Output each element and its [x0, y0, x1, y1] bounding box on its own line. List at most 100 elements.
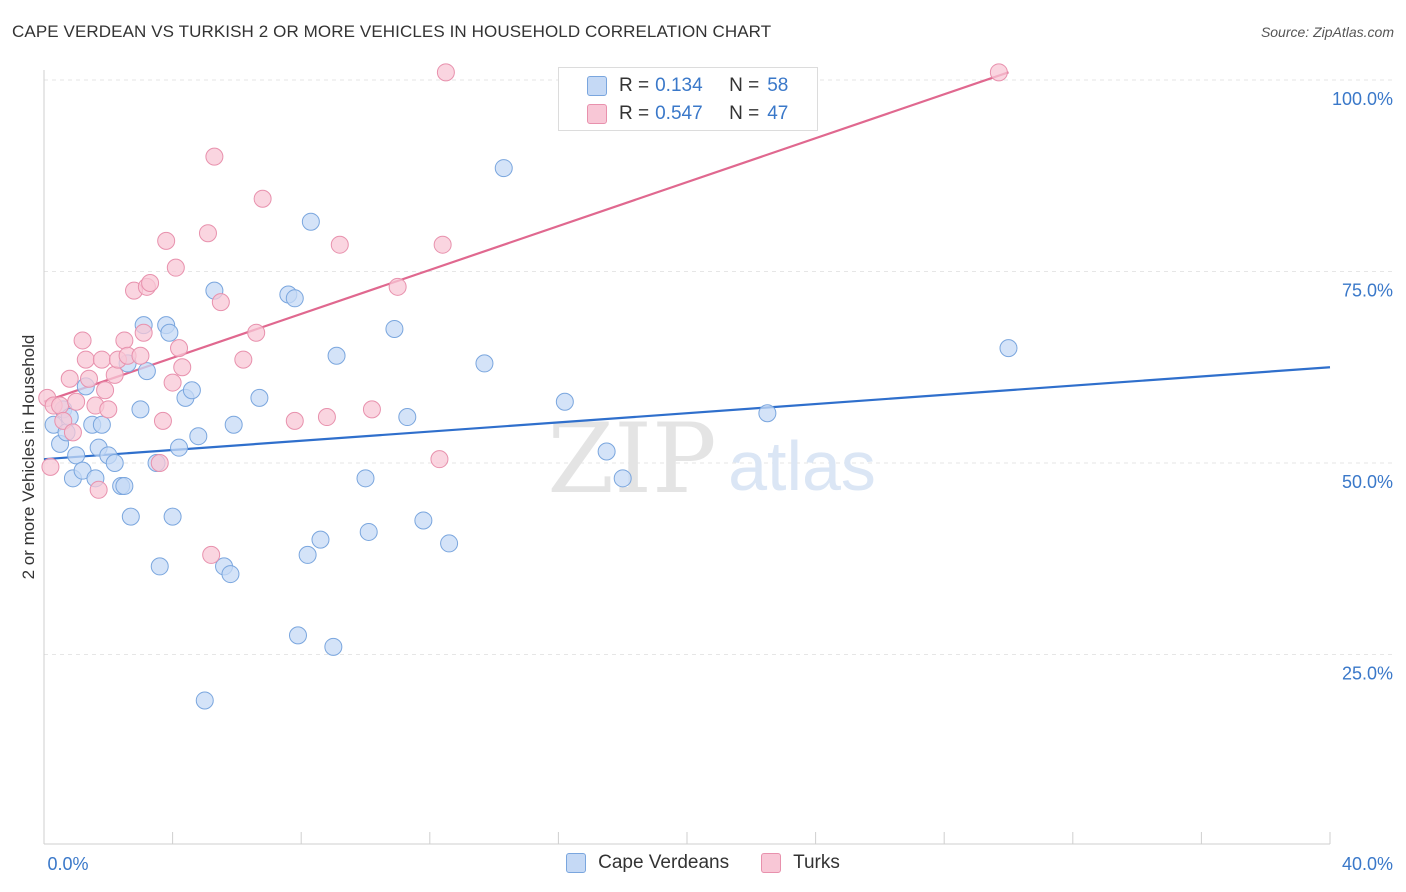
legend-item-turks[interactable]: Turks: [761, 852, 840, 874]
point-turks: [115, 331, 134, 350]
point-cape-verdeans: [250, 388, 269, 407]
point-cape-verdeans: [115, 476, 134, 495]
point-turks: [96, 381, 115, 400]
legend-n-label: N =: [729, 103, 760, 124]
point-cape-verdeans: [324, 637, 343, 656]
point-turks: [99, 400, 118, 419]
point-turks: [989, 63, 1008, 82]
legend-swatch-turks: [761, 853, 782, 873]
point-turks: [433, 235, 452, 254]
chart-title: CAPE VERDEAN VS TURKISH 2 OR MORE VEHICL…: [12, 22, 772, 41]
point-cape-verdeans: [359, 522, 378, 541]
point-cape-verdeans: [555, 392, 574, 411]
legend-item-cape-verdeans[interactable]: Cape Verdeans: [566, 852, 729, 874]
point-cape-verdeans: [414, 511, 433, 530]
point-cape-verdeans: [121, 507, 140, 526]
point-turks: [198, 224, 217, 243]
point-cape-verdeans: [224, 415, 243, 434]
y-axis-title: 2 or more Vehicles in Household: [19, 335, 38, 580]
point-turks: [80, 369, 99, 388]
point-turks: [134, 323, 153, 342]
point-cape-verdeans: [150, 557, 169, 576]
legend-swatch-cape-verdeans: [587, 76, 607, 96]
point-turks: [150, 454, 169, 472]
point-cape-verdeans: [301, 212, 320, 231]
watermark-atlas: atlas: [728, 427, 876, 505]
point-turks: [202, 545, 221, 564]
point-cape-verdeans: [311, 530, 330, 549]
trend-line-turks: [43, 71, 1009, 403]
legend-row-cape-verdeans: R = 0.134 N = 58: [587, 73, 788, 99]
point-turks: [89, 480, 108, 499]
point-cape-verdeans: [494, 159, 513, 178]
point-turks: [157, 231, 176, 250]
y-tick-label: 25.0%: [1342, 664, 1393, 684]
point-cape-verdeans: [285, 289, 304, 308]
legend-label-cape-verdeans: Cape Verdeans: [598, 852, 730, 873]
point-cape-verdeans: [137, 362, 156, 381]
y-tick-label: 100.0%: [1332, 89, 1393, 109]
legend-swatch-turks: [587, 104, 607, 124]
point-turks: [436, 63, 455, 82]
point-turks: [170, 339, 189, 358]
correlation-legend: R = 0.134 N = 58 R = 0.547 N = 47: [558, 67, 818, 131]
point-cape-verdeans: [131, 400, 150, 419]
point-cape-verdeans: [105, 454, 124, 472]
point-cape-verdeans: [195, 691, 214, 710]
legend-row-turks: R = 0.547 N = 47: [587, 101, 788, 127]
legend-r-value: 0.134: [655, 75, 703, 96]
legend-r-label: R =: [619, 103, 650, 124]
point-turks: [67, 392, 86, 411]
point-turks: [105, 365, 124, 384]
x-tick-label: 40.0%: [1342, 854, 1393, 874]
point-turks: [73, 331, 92, 350]
legend-n-label: N =: [729, 75, 760, 96]
point-cape-verdeans: [67, 446, 86, 465]
point-turks: [211, 293, 230, 312]
legend-n-value: 58: [767, 75, 789, 96]
point-turks: [51, 396, 70, 415]
y-tick-label: 75.0%: [1342, 281, 1393, 301]
point-turks: [41, 457, 60, 476]
legend-r-label: R =: [619, 75, 650, 96]
point-cape-verdeans: [160, 323, 179, 342]
point-cape-verdeans: [356, 469, 375, 488]
point-turks: [388, 277, 407, 296]
point-cape-verdeans: [163, 507, 182, 526]
series-legend: Cape Verdeans Turks: [0, 852, 1406, 874]
point-turks: [54, 411, 73, 430]
point-cape-verdeans: [327, 346, 346, 365]
point-cape-verdeans: [475, 354, 494, 373]
point-turks: [76, 350, 95, 369]
point-turks: [173, 358, 192, 377]
point-turks: [153, 411, 172, 430]
point-cape-verdeans: [597, 442, 616, 461]
point-turks: [141, 273, 160, 292]
point-turks: [163, 373, 182, 392]
watermark-zip: ZIP: [547, 403, 716, 515]
source-label: Source: ZipAtlas.com: [1260, 24, 1394, 40]
point-cape-verdeans: [385, 319, 404, 338]
point-turks: [362, 400, 381, 419]
point-cape-verdeans: [999, 339, 1018, 358]
point-turks: [317, 408, 336, 427]
point-turks: [234, 350, 253, 369]
point-turks: [60, 369, 79, 388]
point-cape-verdeans: [189, 427, 208, 446]
point-cape-verdeans: [288, 626, 307, 645]
point-turks: [285, 411, 304, 430]
legend-label-turks: Turks: [793, 852, 840, 873]
point-turks: [247, 323, 266, 342]
point-cape-verdeans: [170, 438, 189, 457]
point-cape-verdeans: [613, 469, 632, 488]
trend-line-cape-verdeans: [43, 366, 1331, 461]
point-turks: [63, 423, 82, 442]
point-turks: [330, 235, 349, 254]
legend-r-value: 0.547: [655, 103, 703, 124]
point-cape-verdeans: [298, 545, 317, 564]
point-cape-verdeans: [182, 381, 201, 400]
legend-n-value: 47: [767, 103, 789, 124]
point-turks: [92, 350, 111, 369]
point-cape-verdeans: [398, 408, 417, 427]
